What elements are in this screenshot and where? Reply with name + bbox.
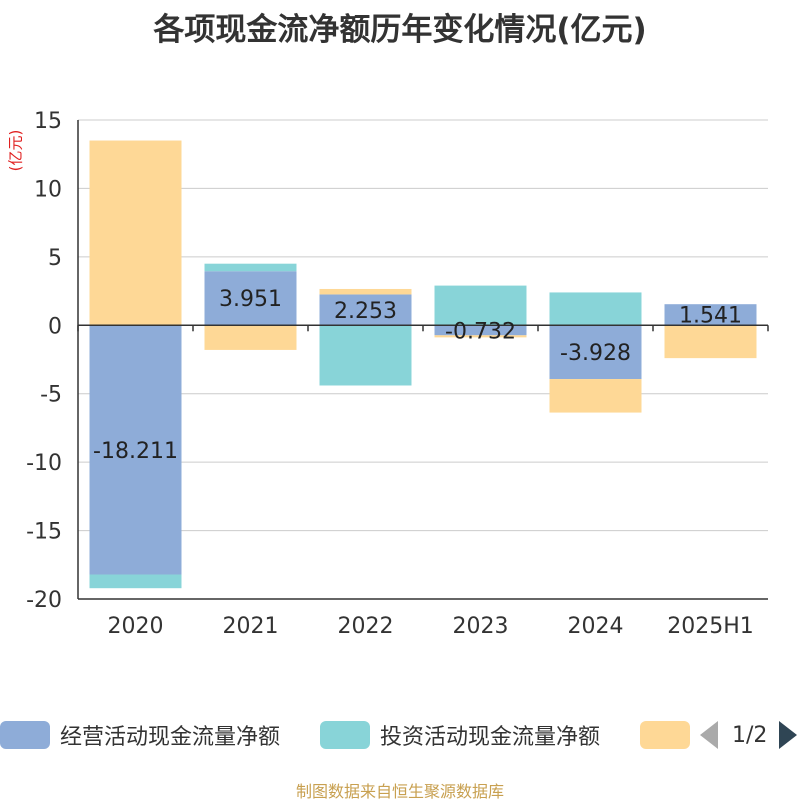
- data-label: 1.541: [679, 304, 742, 329]
- bar-operating: [89, 325, 182, 575]
- bar-financing: [549, 379, 642, 413]
- bar-operating: [319, 294, 412, 326]
- y-tick-label: 0: [48, 314, 62, 339]
- legend-swatch-operating: [0, 721, 50, 749]
- bar-operating: [664, 304, 757, 326]
- chart-title: 各项现金流净额历年变化情况(亿元): [153, 12, 647, 48]
- legend-label-operating: 经营活动现金流量净额: [60, 725, 281, 750]
- legend-item-investing[interactable]: 投资活动现金流量净额: [320, 720, 600, 750]
- bar-financing: [434, 335, 527, 338]
- x-tick-label: 2024: [568, 614, 624, 639]
- x-tick-label: 2025H1: [667, 614, 754, 639]
- data-label: -18.211: [93, 439, 178, 464]
- y-tick-label: -5: [40, 383, 62, 408]
- bar-investing: [319, 325, 412, 386]
- source-note: 制图数据来自恒生聚源数据库: [295, 782, 504, 801]
- legend: 经营活动现金流量净额 投资活动现金流量净额 1/2: [0, 712, 800, 756]
- next-page-icon[interactable]: [779, 721, 798, 749]
- x-tick-label: 2021: [223, 614, 279, 639]
- bar-operating: [549, 325, 642, 380]
- legend-label-investing: 投资活动现金流量净额: [380, 725, 601, 750]
- bar-operating: [204, 271, 297, 326]
- x-tick-label: 2023: [453, 614, 509, 639]
- bar-financing: [319, 288, 412, 295]
- x-tick-label: 2020: [108, 614, 164, 639]
- bar-operating: [434, 325, 527, 336]
- bar-financing: [664, 325, 757, 359]
- legend-page-indicator: 1/2: [732, 722, 768, 748]
- bar-investing: [549, 292, 642, 326]
- legend-swatch-investing: [320, 721, 370, 749]
- bar-financing: [89, 140, 182, 326]
- bar-investing: [204, 263, 297, 272]
- data-label: 3.951: [219, 287, 282, 312]
- data-label: -3.928: [560, 341, 631, 366]
- y-tick-label: -10: [26, 451, 62, 476]
- bar-financing: [204, 325, 297, 350]
- x-tick-label: 2022: [338, 614, 394, 639]
- data-label: -0.732: [445, 319, 516, 344]
- y-tick-label: -20: [26, 588, 62, 613]
- y-tick-label: 5: [48, 246, 62, 271]
- legend-swatch-financing: [640, 721, 690, 749]
- bar-investing: [434, 285, 527, 326]
- chart-canvas: 15 10 5 0 -5 -10 -15 -20 -18.211 3.951 2.253 -0.732…: [26, 109, 769, 639]
- data-label: 2.253: [334, 299, 397, 324]
- y-tick-label: -15: [26, 520, 62, 545]
- legend-item-operating[interactable]: 经营活动现金流量净额: [0, 720, 280, 750]
- y-tick-label: 10: [34, 177, 62, 202]
- legend-pager: 1/2: [700, 720, 798, 750]
- prev-page-icon[interactable]: [700, 721, 718, 749]
- y-tick-label: 15: [34, 109, 62, 134]
- bar-investing: [89, 574, 182, 589]
- legend-item-financing[interactable]: [640, 720, 690, 750]
